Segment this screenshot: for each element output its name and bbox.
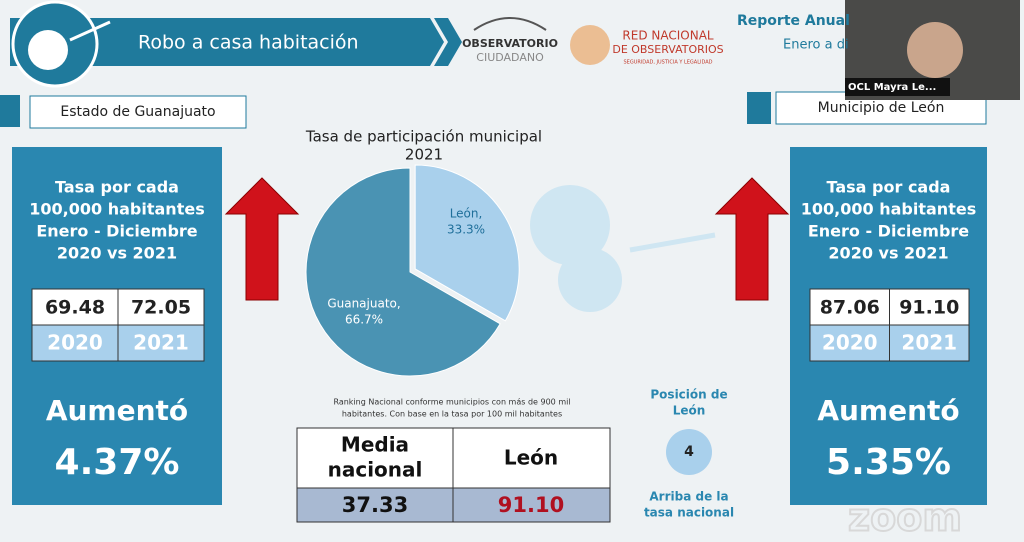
position-value: 4: [684, 444, 694, 460]
pie-slice: [414, 164, 520, 322]
chart-title: 2021: [405, 146, 443, 164]
logo-text: DE OBSERVATORIOS: [612, 43, 723, 56]
up-arrow: [714, 177, 790, 301]
panel-heading: 100,000 habitantes: [801, 200, 976, 219]
label-marker: [0, 95, 20, 127]
year-cell: [31, 324, 119, 362]
panel-heading: Tasa por cada: [827, 178, 951, 197]
thief-illustration: [629, 232, 716, 253]
panel-heading: 2020 vs 2021: [57, 244, 177, 263]
panel-heading: Tasa por cada: [55, 178, 179, 197]
rate-value: 69.48: [45, 297, 105, 319]
result: Aumentó: [817, 394, 959, 427]
position-note: tasa nacional: [644, 506, 734, 520]
up-arrow: [224, 177, 300, 301]
slice-label: Guanajuato,: [327, 297, 400, 311]
logo-text: RED NACIONAL: [622, 29, 713, 43]
chevron: [434, 18, 462, 66]
chart-title: Tasa de participación municipal: [305, 128, 542, 146]
report-subtitle: Enero a di: [783, 38, 849, 53]
title-banner: [10, 18, 444, 66]
label-box: [29, 95, 247, 129]
report-title: Reporte Anual: [737, 13, 850, 29]
thief-illustration: [558, 248, 622, 312]
ranking-header: Media: [341, 433, 409, 457]
thief-illustration: [530, 185, 610, 265]
label-marker: [747, 92, 771, 124]
position-note: Arriba de la: [649, 490, 728, 504]
participant-name: OCL Mayra Le...: [848, 82, 936, 93]
rate-value: 87.06: [820, 297, 880, 319]
change: 4.37%: [55, 442, 180, 483]
change: 5.35%: [826, 442, 951, 483]
year-value: 2020: [47, 331, 103, 355]
ranking-value: 91.10: [498, 493, 564, 517]
logo-text: OBSERVATORIO: [462, 37, 558, 50]
participant: [907, 22, 963, 78]
ranking-value: 37.33: [342, 493, 408, 517]
ranking-note: Ranking Nacional conforme municipios con…: [333, 398, 570, 407]
year-value: 2020: [822, 331, 878, 355]
panel-heading: Enero - Diciembre: [36, 222, 197, 241]
logo-red-icon: [570, 25, 610, 65]
rate-cell: [117, 288, 205, 326]
year-cell: [889, 324, 970, 362]
logo-text: CIUDADANO: [476, 51, 544, 64]
thief-icon-line: [69, 20, 111, 42]
position-label: Posición de: [650, 388, 727, 402]
year-cell: [809, 324, 890, 362]
zoom-watermark: zoom: [848, 496, 962, 540]
rate-value: 72.05: [131, 297, 191, 319]
ranking-header: León: [504, 446, 558, 470]
logo-text: SEGURIDAD, JUSTICIA Y LEGALIDAD: [623, 60, 712, 66]
ranking-header: nacional: [328, 458, 423, 482]
ranking-note: habitantes. Con base en la tasa por 100 …: [342, 410, 562, 419]
slice-label: León,: [450, 207, 483, 221]
participant-label-bg: [845, 78, 950, 96]
panel-heading: 2020 vs 2021: [828, 244, 948, 263]
position-label: León: [673, 404, 706, 418]
slice-value: 33.3%: [447, 223, 485, 237]
rate-value: 91.10: [899, 297, 959, 319]
result: Aumentó: [46, 394, 188, 427]
thief-icon: [28, 30, 68, 70]
panel-heading: Enero - Diciembre: [808, 222, 969, 241]
panel-label: Estado de Guanajuato: [60, 104, 215, 120]
logo-arc: [473, 17, 547, 31]
panel-heading: 100,000 habitantes: [29, 200, 204, 219]
panel-label: Municipio de León: [818, 100, 945, 116]
title: Robo a casa habitación: [138, 32, 359, 54]
year-value: 2021: [901, 331, 957, 355]
pie-slice: [305, 167, 501, 377]
rate-cell: [889, 288, 970, 326]
year-cell: [117, 324, 205, 362]
slice-value: 66.7%: [345, 313, 383, 327]
year-value: 2021: [133, 331, 189, 355]
position-circle: [666, 429, 712, 475]
